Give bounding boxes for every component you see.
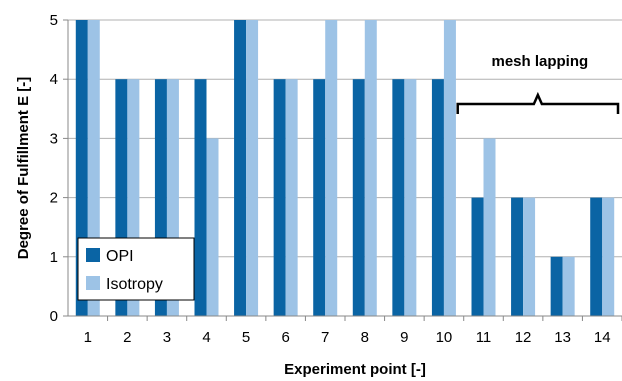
bar-isotropy-13 [562, 256, 575, 316]
x-tick-label: 12 [515, 329, 532, 346]
bar-opi-6 [273, 79, 286, 316]
x-tick-label: 11 [476, 329, 492, 346]
y-tick-label: 4 [50, 71, 58, 88]
legend: OPI Isotropy [77, 237, 195, 301]
bar-isotropy-5 [246, 20, 259, 316]
bar-opi-12 [511, 197, 524, 316]
x-tick-label: 6 [281, 329, 289, 346]
y-tick-label: 1 [50, 249, 58, 266]
y-tick-label: 5 [50, 12, 58, 29]
x-tick-label: 2 [123, 329, 131, 346]
bar-isotropy-9 [404, 79, 417, 316]
x-tick-label: 9 [400, 329, 408, 346]
bar-isotropy-12 [523, 197, 536, 316]
y-tick-label: 3 [50, 130, 58, 147]
x-tick-label: 8 [361, 329, 369, 346]
x-tick-label: 1 [84, 329, 92, 346]
y-tick-labels: 0 1 2 3 4 5 [50, 12, 58, 325]
bar-opi-10 [431, 79, 444, 316]
annotation-label: mesh lapping [492, 53, 589, 70]
x-tick-label: 14 [594, 329, 611, 346]
y-axis-title: Degree of Fulfillment E [-] [15, 77, 32, 260]
legend-swatch-opi [86, 248, 100, 262]
y-tick-label: 0 [50, 308, 58, 325]
mesh-lapping-annotation: mesh lapping [456, 53, 620, 114]
x-tick-label: 13 [554, 329, 571, 346]
legend-label-opi: OPI [106, 248, 134, 265]
x-tick-label: 3 [163, 329, 171, 346]
bar-opi-9 [392, 79, 405, 316]
bar-opi-11 [471, 197, 484, 316]
bar-opi-4 [194, 79, 207, 316]
x-axis-title: Experiment point [-] [284, 361, 426, 378]
x-tick-label: 5 [242, 329, 250, 346]
x-tick-label: 4 [202, 329, 210, 346]
bar-isotropy-6 [285, 79, 298, 316]
x-tick-labels: 1 2 3 4 5 6 7 8 9 10 11 12 13 14 [84, 316, 622, 346]
bar-isotropy-8 [364, 20, 377, 316]
bar-opi-13 [550, 256, 563, 316]
bar-isotropy-7 [325, 20, 338, 316]
bar-opi-8 [352, 79, 365, 316]
bar-isotropy-4 [206, 138, 219, 316]
bar-isotropy-14 [602, 197, 615, 316]
bar-isotropy-10 [443, 20, 456, 316]
bar-isotropy-11 [483, 138, 496, 316]
legend-label-isotropy: Isotropy [106, 276, 163, 293]
legend-swatch-isotropy [86, 276, 100, 290]
y-tick-label: 2 [50, 190, 58, 207]
bar-opi-7 [313, 79, 326, 316]
annotation-brace [456, 91, 620, 114]
x-tick-label: 7 [321, 329, 329, 346]
bar-opi-14 [590, 197, 603, 316]
x-tick-label: 10 [436, 329, 453, 346]
bar-opi-5 [234, 20, 247, 316]
